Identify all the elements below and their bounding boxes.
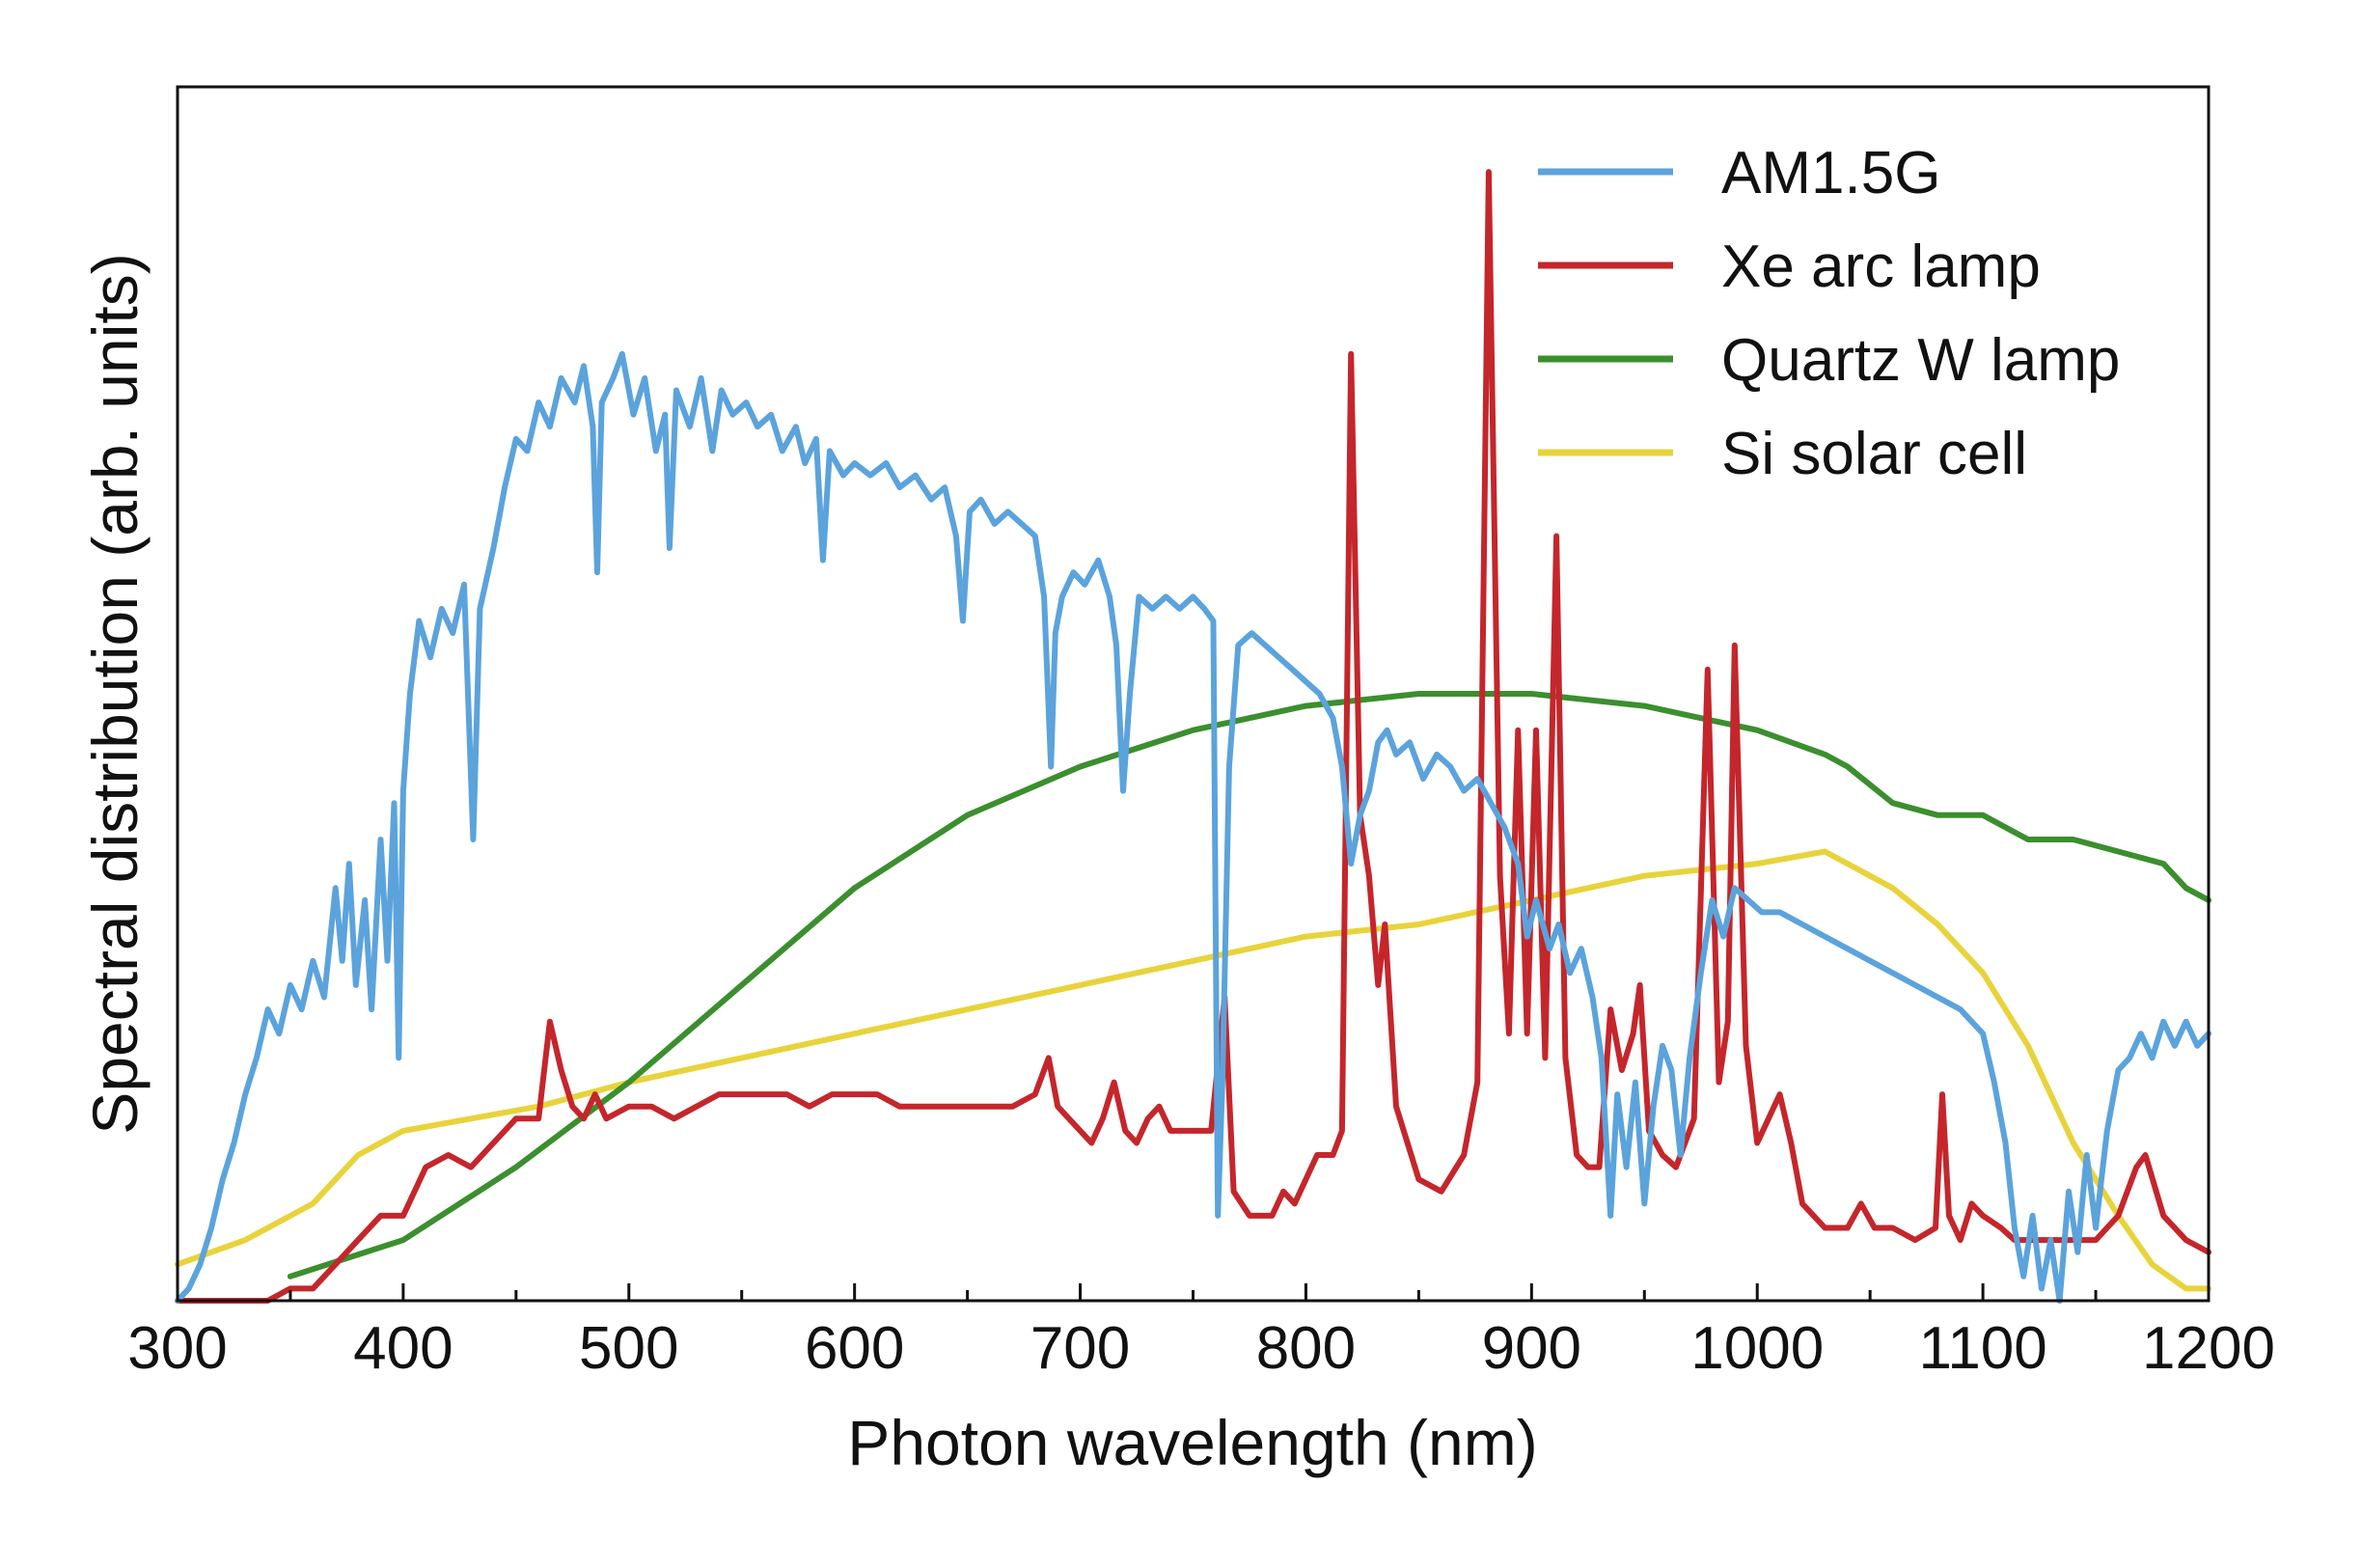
x-tick-label: 600 (805, 1315, 904, 1382)
y-axis-label: Spectral distribution (arb. units) (79, 253, 151, 1134)
series-line-si-solar-cell (175, 848, 2211, 1292)
x-tick-label: 700 (1030, 1315, 1130, 1382)
x-tick-label: 400 (353, 1315, 453, 1382)
legend-label: AM1.5G (1721, 140, 1940, 206)
x-tick-label: 800 (1256, 1315, 1356, 1382)
legend-label: Quartz W lamp (1721, 327, 2120, 394)
x-axis-label: Photon wavelength (nm) (847, 1407, 1537, 1478)
x-tick-label: 1100 (1918, 1315, 2046, 1382)
x-axis-tick-labels: 300 400 500 600 700 800 900 1000 1100 1200 (127, 1315, 2275, 1382)
x-tick-label: 300 (127, 1315, 227, 1382)
x-tick-label: 900 (1482, 1315, 1581, 1382)
series-line-am1-5g (175, 350, 2211, 1304)
x-tick-label: 1000 (1690, 1315, 1824, 1382)
series-layer (175, 169, 2211, 1304)
x-tick-label: 500 (579, 1315, 678, 1382)
legend-label: Xe arc lamp (1721, 234, 2041, 300)
x-tick-label: 1200 (2142, 1315, 2275, 1382)
series-line-quartz-w-lamp (287, 691, 2211, 1279)
series-line-xe-arc-lamp (175, 169, 2211, 1304)
legend: AM1.5G Xe arc lamp Quartz W lamp Si solar c… (1538, 140, 2120, 487)
x-axis-ticks (176, 1283, 2211, 1301)
legend-label: Si solar cell (1721, 421, 2027, 487)
